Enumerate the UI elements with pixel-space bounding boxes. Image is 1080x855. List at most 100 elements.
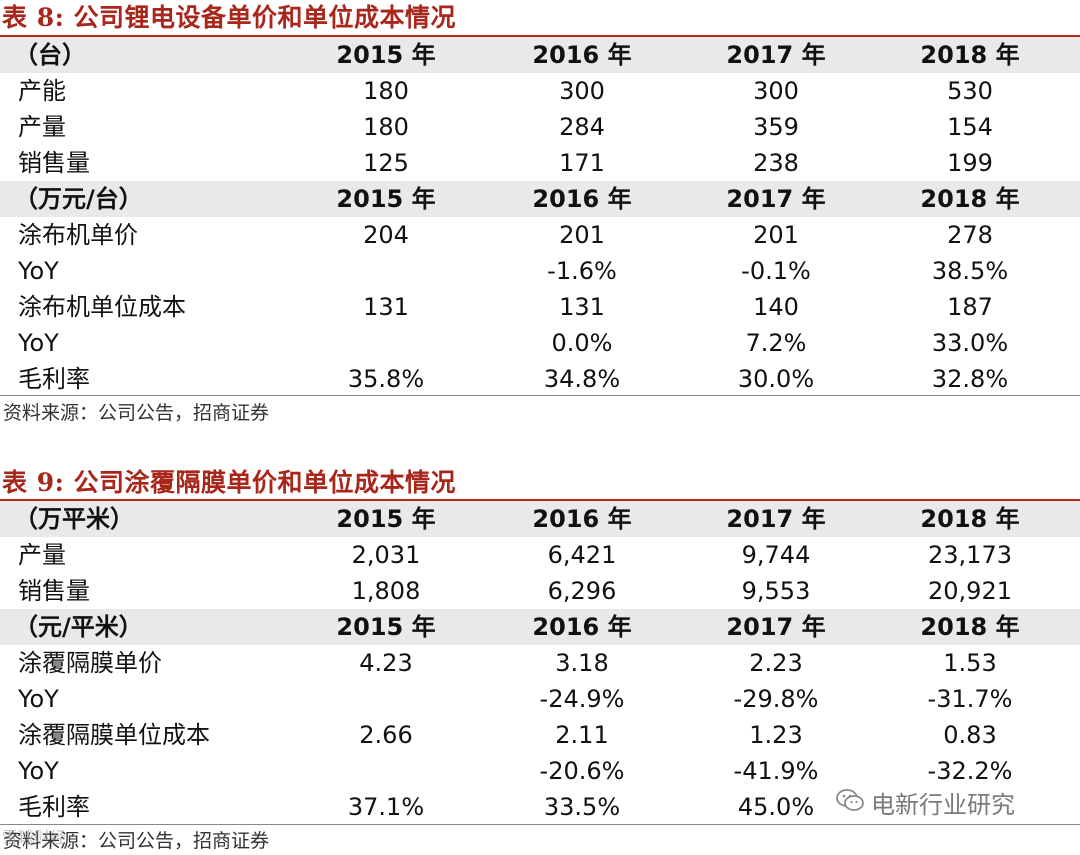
row-label: 涂覆隔膜单价 (18, 649, 162, 677)
table-cell: 2.23 (749, 649, 803, 677)
table-row: 涂布机单位成本 131 131 140 187 (0, 289, 1080, 325)
header-cell: 2015 年 (336, 41, 436, 69)
header-cell: 2018 年 (920, 505, 1020, 533)
header-cell: 2017 年 (726, 613, 826, 641)
table-cell: 201 (753, 221, 799, 249)
table-cell: 201 (559, 221, 605, 249)
header-cell: 2016 年 (532, 613, 632, 641)
table-cell: 187 (947, 293, 993, 321)
table-row: YoY -20.6% -41.9% -32.2% (0, 753, 1080, 789)
wechat-icon (835, 787, 865, 825)
table-cell: 32.8% (931, 365, 1009, 393)
table-cell: 530 (947, 77, 993, 105)
row-label: 销售量 (18, 149, 90, 177)
table-cell: 204 (363, 221, 409, 249)
table-cell: -31.7% (927, 685, 1013, 713)
table-row: 涂布机单价 204 201 201 278 (0, 217, 1080, 253)
table9-source: 资料来源：公司公告，招商证券 (3, 830, 270, 852)
table-cell: 154 (947, 113, 993, 141)
header-cell: 2017 年 (726, 185, 826, 213)
table-cell: 23,173 (928, 541, 1012, 569)
table-cell: 3.18 (555, 649, 609, 677)
header-cell: 2017 年 (726, 41, 826, 69)
table-cell: 284 (559, 113, 605, 141)
table9-bottom-rule (0, 824, 1080, 825)
table8-top-rule (0, 35, 1080, 37)
table-cell: -1.6% (547, 257, 617, 285)
table-cell: 30.0% (737, 365, 815, 393)
table-row: YoY -1.6% -0.1% 38.5% (0, 253, 1080, 289)
table-cell: 1,808 (351, 577, 421, 605)
table-row: 涂覆隔膜单位成本 2.66 2.11 1.23 0.83 (0, 717, 1080, 753)
header-cell: 2018 年 (920, 41, 1020, 69)
header-cell: 2018 年 (920, 185, 1020, 213)
table-cell: 37.1% (347, 793, 425, 821)
table8-bottom-rule (0, 395, 1080, 396)
table-cell: 9,553 (741, 577, 811, 605)
table-row: 销售量 1,808 6,296 9,553 20,921 (0, 573, 1080, 609)
table-cell: 359 (753, 113, 799, 141)
table-cell: 33.0% (931, 329, 1009, 357)
table9-top-rule (0, 499, 1080, 501)
table-cell: 20,921 (928, 577, 1012, 605)
row-label: 毛利率 (18, 793, 90, 821)
row-label: YoY (18, 685, 59, 713)
header-cell: 2016 年 (532, 505, 632, 533)
header-cell: （台） (14, 41, 86, 69)
table9-header-row-price: （元/平米） 2015 年 2016 年 2017 年 2018 年 (0, 609, 1080, 645)
header-cell: 2016 年 (532, 185, 632, 213)
table-cell: 0.0% (551, 329, 613, 357)
header-cell: （万平米） (14, 505, 134, 533)
table8-title: 表 8: 公司锂电设备单价和单位成本情况 (2, 3, 457, 32)
table9-header-row-units: （万平米） 2015 年 2016 年 2017 年 2018 年 (0, 501, 1080, 537)
table-cell (286, 753, 486, 789)
table-cell: 199 (947, 149, 993, 177)
row-label: 产能 (18, 77, 66, 105)
table-cell: 300 (559, 77, 605, 105)
table-cell: 38.5% (931, 257, 1009, 285)
header-cell: 2016 年 (532, 41, 632, 69)
table-cell: 45.0% (737, 793, 815, 821)
table-cell: 6,296 (547, 577, 617, 605)
table-cell: 34.8% (543, 365, 621, 393)
row-label: 涂布机单价 (18, 221, 138, 249)
table-cell: 6,421 (547, 541, 617, 569)
table-cell: 278 (947, 221, 993, 249)
table8-header-row-price: （万元/台） 2015 年 2016 年 2017 年 2018 年 (0, 181, 1080, 217)
table-cell: -24.9% (539, 685, 625, 713)
table-cell: 7.2% (745, 329, 807, 357)
table-cell: 2.66 (359, 721, 413, 749)
table-cell: 0.83 (943, 721, 997, 749)
header-cell: （万元/台） (14, 185, 143, 213)
table8-header-row-units: （台） 2015 年 2016 年 2017 年 2018 年 (0, 37, 1080, 73)
table-row: YoY -24.9% -29.8% -31.7% (0, 681, 1080, 717)
table-cell: 238 (753, 149, 799, 177)
header-cell: （元/平米） (14, 613, 143, 641)
row-label: 涂布机单位成本 (18, 293, 186, 321)
faint-watermark: 雪球财经 (2, 828, 67, 847)
row-label: YoY (18, 257, 59, 285)
table-cell: 171 (559, 149, 605, 177)
header-cell: 2018 年 (920, 613, 1020, 641)
watermark-text: 电新行业研究 (871, 791, 1015, 819)
table-cell: 33.5% (543, 793, 621, 821)
table-cell: 2.11 (555, 721, 609, 749)
table-cell: 131 (559, 293, 605, 321)
table-cell: 9,744 (741, 541, 811, 569)
table9-title: 表 9: 公司涂覆隔膜单价和单位成本情况 (2, 468, 457, 497)
table-cell (286, 253, 486, 289)
table-cell (286, 325, 486, 361)
table-cell: 125 (363, 149, 409, 177)
table-cell: -41.9% (733, 757, 819, 785)
table-row: 产量 2,031 6,421 9,744 23,173 (0, 537, 1080, 573)
table-cell: -0.1% (741, 257, 811, 285)
row-label: 销售量 (18, 577, 90, 605)
row-label: YoY (18, 329, 59, 357)
table-cell: -32.2% (927, 757, 1013, 785)
table-cell: 35.8% (347, 365, 425, 393)
table-cell: 300 (753, 77, 799, 105)
table-row: 毛利率 35.8% 34.8% 30.0% 32.8% (0, 361, 1080, 397)
table-row: 产量 180 284 359 154 (0, 109, 1080, 145)
table-cell: 140 (753, 293, 799, 321)
table-row: 毛利率 37.1% 33.5% 45.0% (0, 789, 1080, 825)
